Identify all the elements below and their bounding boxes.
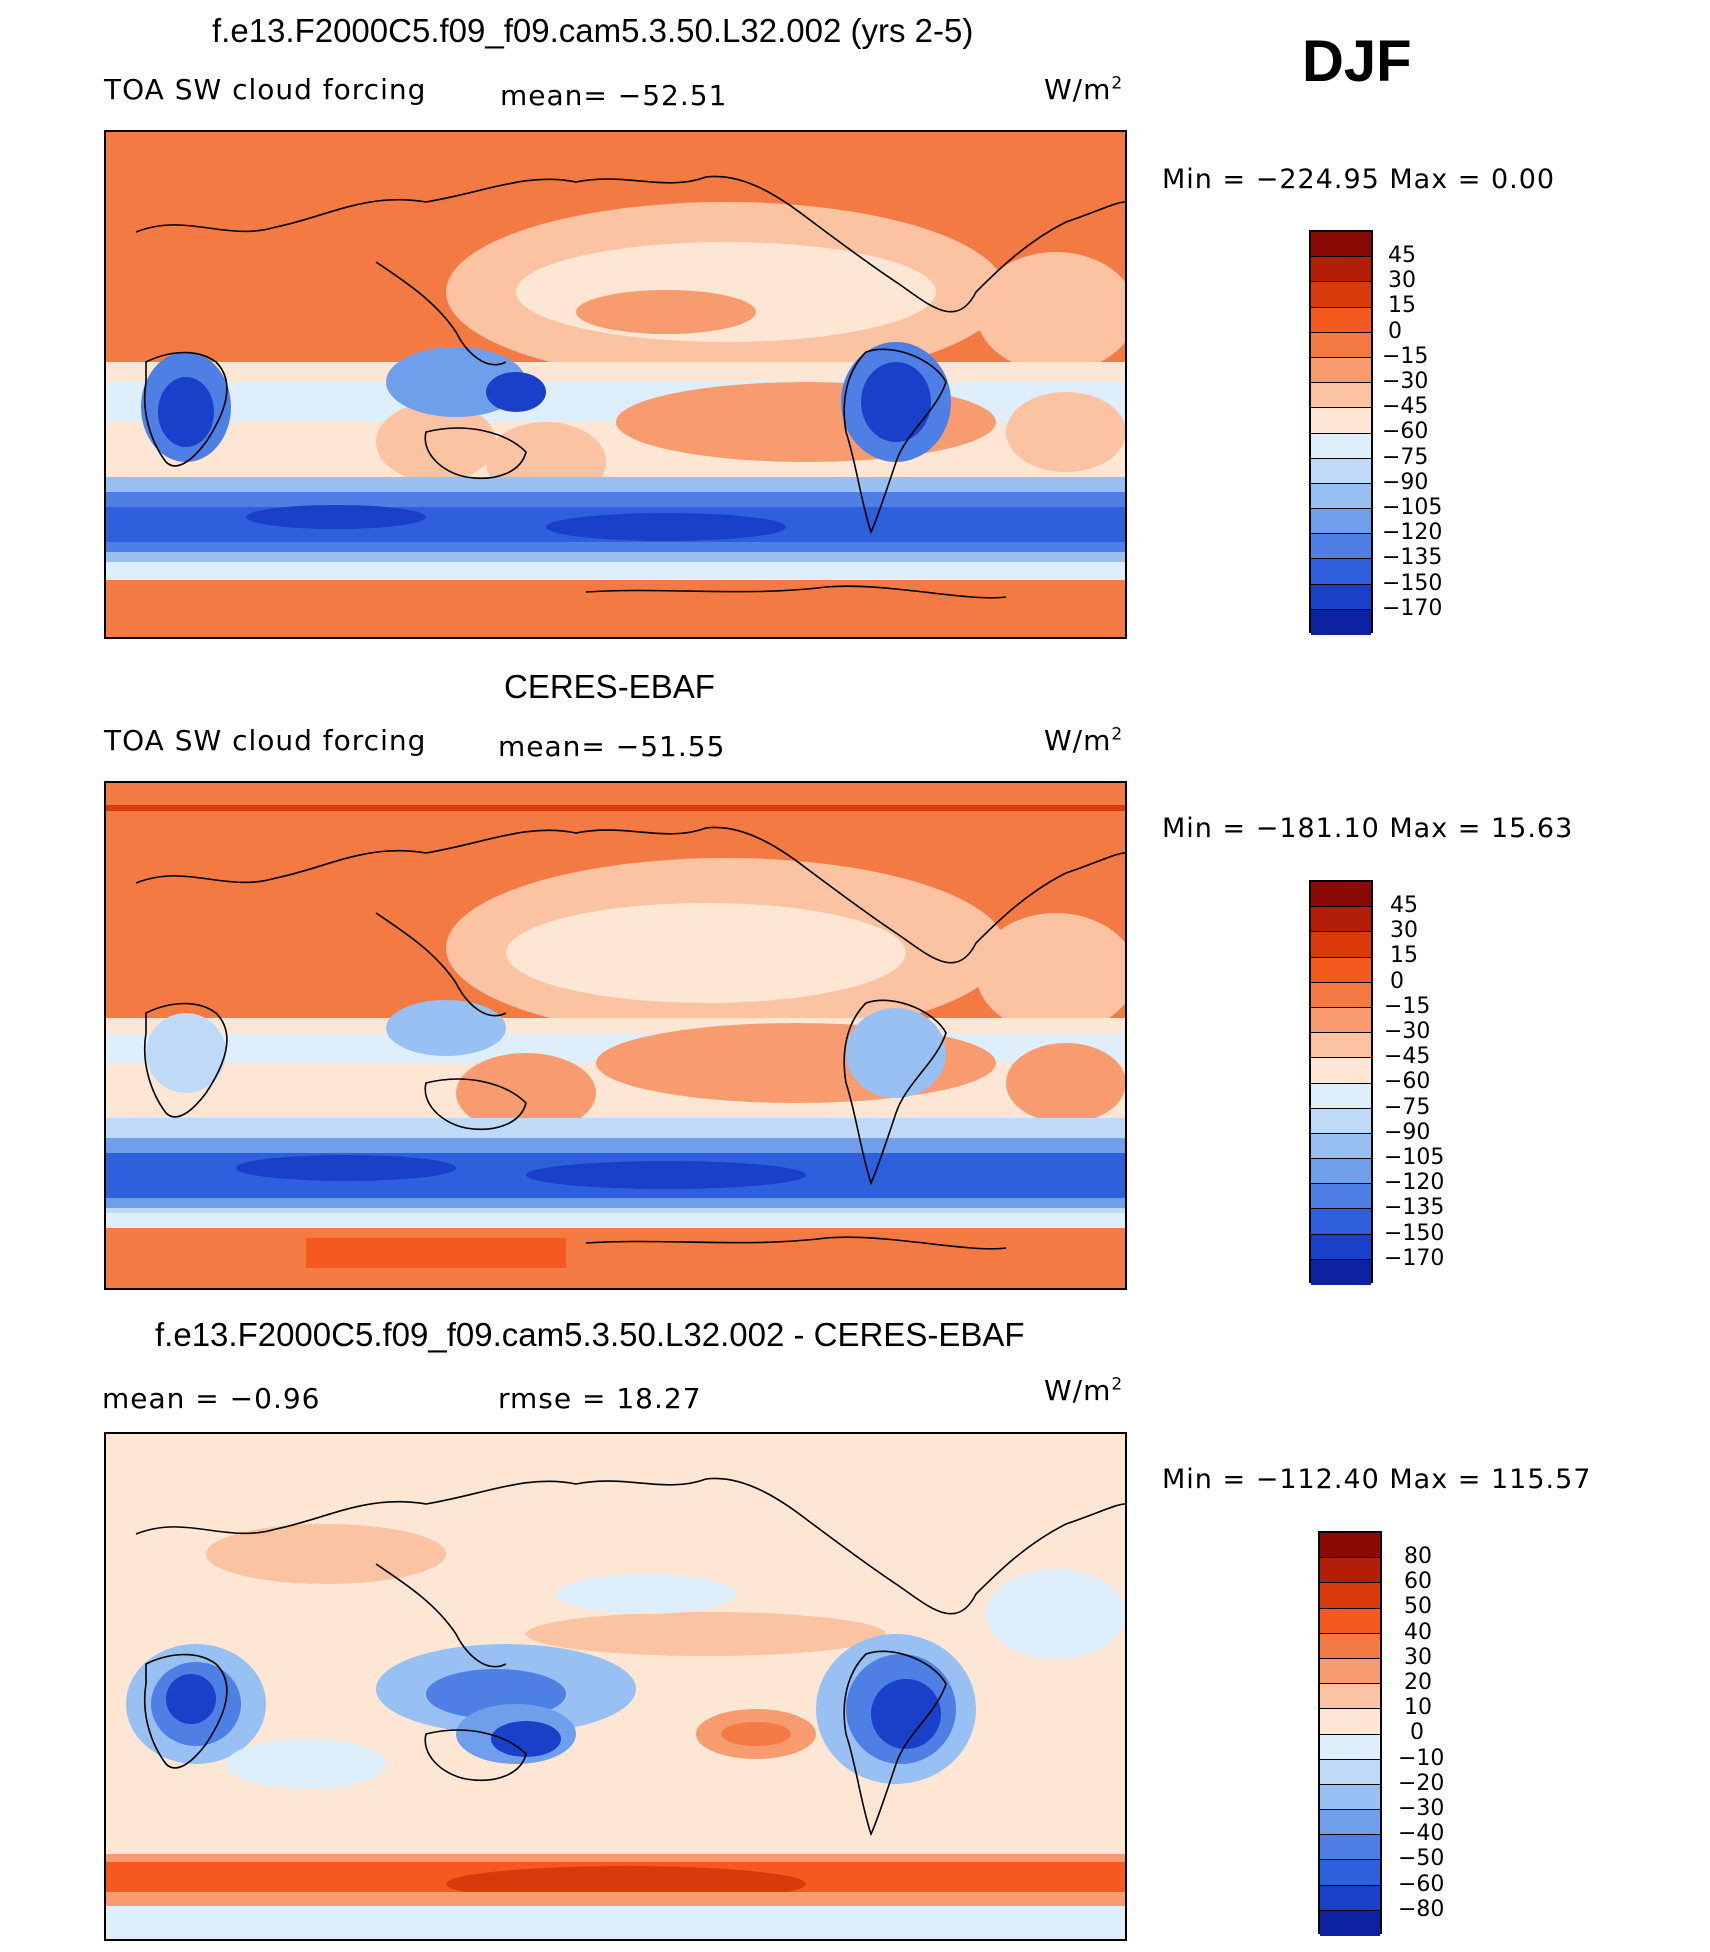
colorbar-tick: −75 <box>1384 1095 1431 1120</box>
colorbar-tick: −150 <box>1382 571 1443 596</box>
colorbar-tick: −60 <box>1384 1069 1431 1094</box>
colorbar-tick: 0 <box>1388 319 1402 344</box>
panel2-minmax: Min = −181.10 Max = 15.63 <box>1162 813 1574 844</box>
colorbar-tick: 30 <box>1388 268 1416 293</box>
panel3-colorbar <box>1318 1531 1382 1936</box>
panel3-map <box>104 1432 1127 1941</box>
colorbar-tick: −30 <box>1398 1796 1445 1821</box>
panel2-title: CERES-EBAF <box>504 668 715 705</box>
colorbar-tick: −135 <box>1384 1195 1445 1220</box>
panel1-map <box>104 130 1127 639</box>
colorbar-tick: −80 <box>1398 1897 1445 1922</box>
colorbar-tick: −60 <box>1382 419 1429 444</box>
colorbar-tick: −120 <box>1382 520 1443 545</box>
colorbar-tick: 30 <box>1404 1645 1432 1670</box>
panel2-mean-label: mean= −51.55 <box>498 730 726 763</box>
colorbar-tick: −15 <box>1384 994 1431 1019</box>
panel2-map <box>104 781 1127 1290</box>
panel1-minmax: Min = −224.95 Max = 0.00 <box>1162 164 1556 195</box>
colorbar-tick: −105 <box>1384 1145 1445 1170</box>
colorbar-tick: −50 <box>1398 1846 1445 1871</box>
panel1-title: f.e13.F2000C5.f09_f09.cam5.3.50.L32.002 … <box>212 12 974 49</box>
colorbar-tick: −90 <box>1382 470 1429 495</box>
colorbar-tick: 50 <box>1404 1594 1432 1619</box>
panel3-mean-label: mean = −0.96 <box>102 1382 321 1415</box>
panel1-variable-label: TOA SW cloud forcing <box>104 73 427 106</box>
panel3-title: f.e13.F2000C5.f09_f09.cam5.3.50.L32.002 … <box>155 1316 1025 1353</box>
colorbar-tick: 80 <box>1404 1544 1432 1569</box>
colorbar-tick: 60 <box>1404 1569 1432 1594</box>
panel2-units: W/m2 <box>1044 724 1124 757</box>
colorbar-tick: 45 <box>1388 243 1416 268</box>
panel1-units: W/m2 <box>1044 73 1124 106</box>
panel2-colorbar <box>1309 880 1373 1285</box>
colorbar-tick: 40 <box>1404 1620 1432 1645</box>
panel3-rmse-label: rmse = 18.27 <box>498 1382 702 1415</box>
colorbar-tick: −15 <box>1382 344 1429 369</box>
colorbar-tick: −90 <box>1384 1120 1431 1145</box>
colorbar-tick: −40 <box>1398 1821 1445 1846</box>
colorbar-tick: −170 <box>1384 1246 1445 1271</box>
colorbar-tick: −75 <box>1382 445 1429 470</box>
colorbar-tick: 30 <box>1390 918 1418 943</box>
colorbar-tick: −10 <box>1398 1746 1445 1771</box>
colorbar-tick: −135 <box>1382 545 1443 570</box>
colorbar-tick: −45 <box>1382 394 1429 419</box>
colorbar-tick: −30 <box>1382 369 1429 394</box>
colorbar-tick: 0 <box>1410 1720 1424 1745</box>
panel2-variable-label: TOA SW cloud forcing <box>104 724 427 757</box>
colorbar-tick: −30 <box>1384 1019 1431 1044</box>
colorbar-tick: 15 <box>1388 293 1416 318</box>
colorbar-tick: 20 <box>1404 1670 1432 1695</box>
colorbar-tick: −45 <box>1384 1044 1431 1069</box>
panel1-colorbar <box>1309 230 1373 635</box>
colorbar-tick: −170 <box>1382 596 1443 621</box>
colorbar-tick: −150 <box>1384 1221 1445 1246</box>
colorbar-tick: 10 <box>1404 1695 1432 1720</box>
colorbar-tick: −105 <box>1382 495 1443 520</box>
colorbar-tick: 45 <box>1390 893 1418 918</box>
colorbar-tick: −20 <box>1398 1771 1445 1796</box>
season-label: DJF <box>1302 29 1412 94</box>
colorbar-tick: −60 <box>1398 1872 1445 1897</box>
colorbar-tick: 0 <box>1390 969 1404 994</box>
colorbar-tick: −120 <box>1384 1170 1445 1195</box>
panel3-minmax: Min = −112.40 Max = 115.57 <box>1162 1464 1592 1495</box>
colorbar-tick: 15 <box>1390 943 1418 968</box>
panel3-units: W/m2 <box>1044 1374 1124 1407</box>
panel1-mean-label: mean= −52.51 <box>500 79 728 112</box>
